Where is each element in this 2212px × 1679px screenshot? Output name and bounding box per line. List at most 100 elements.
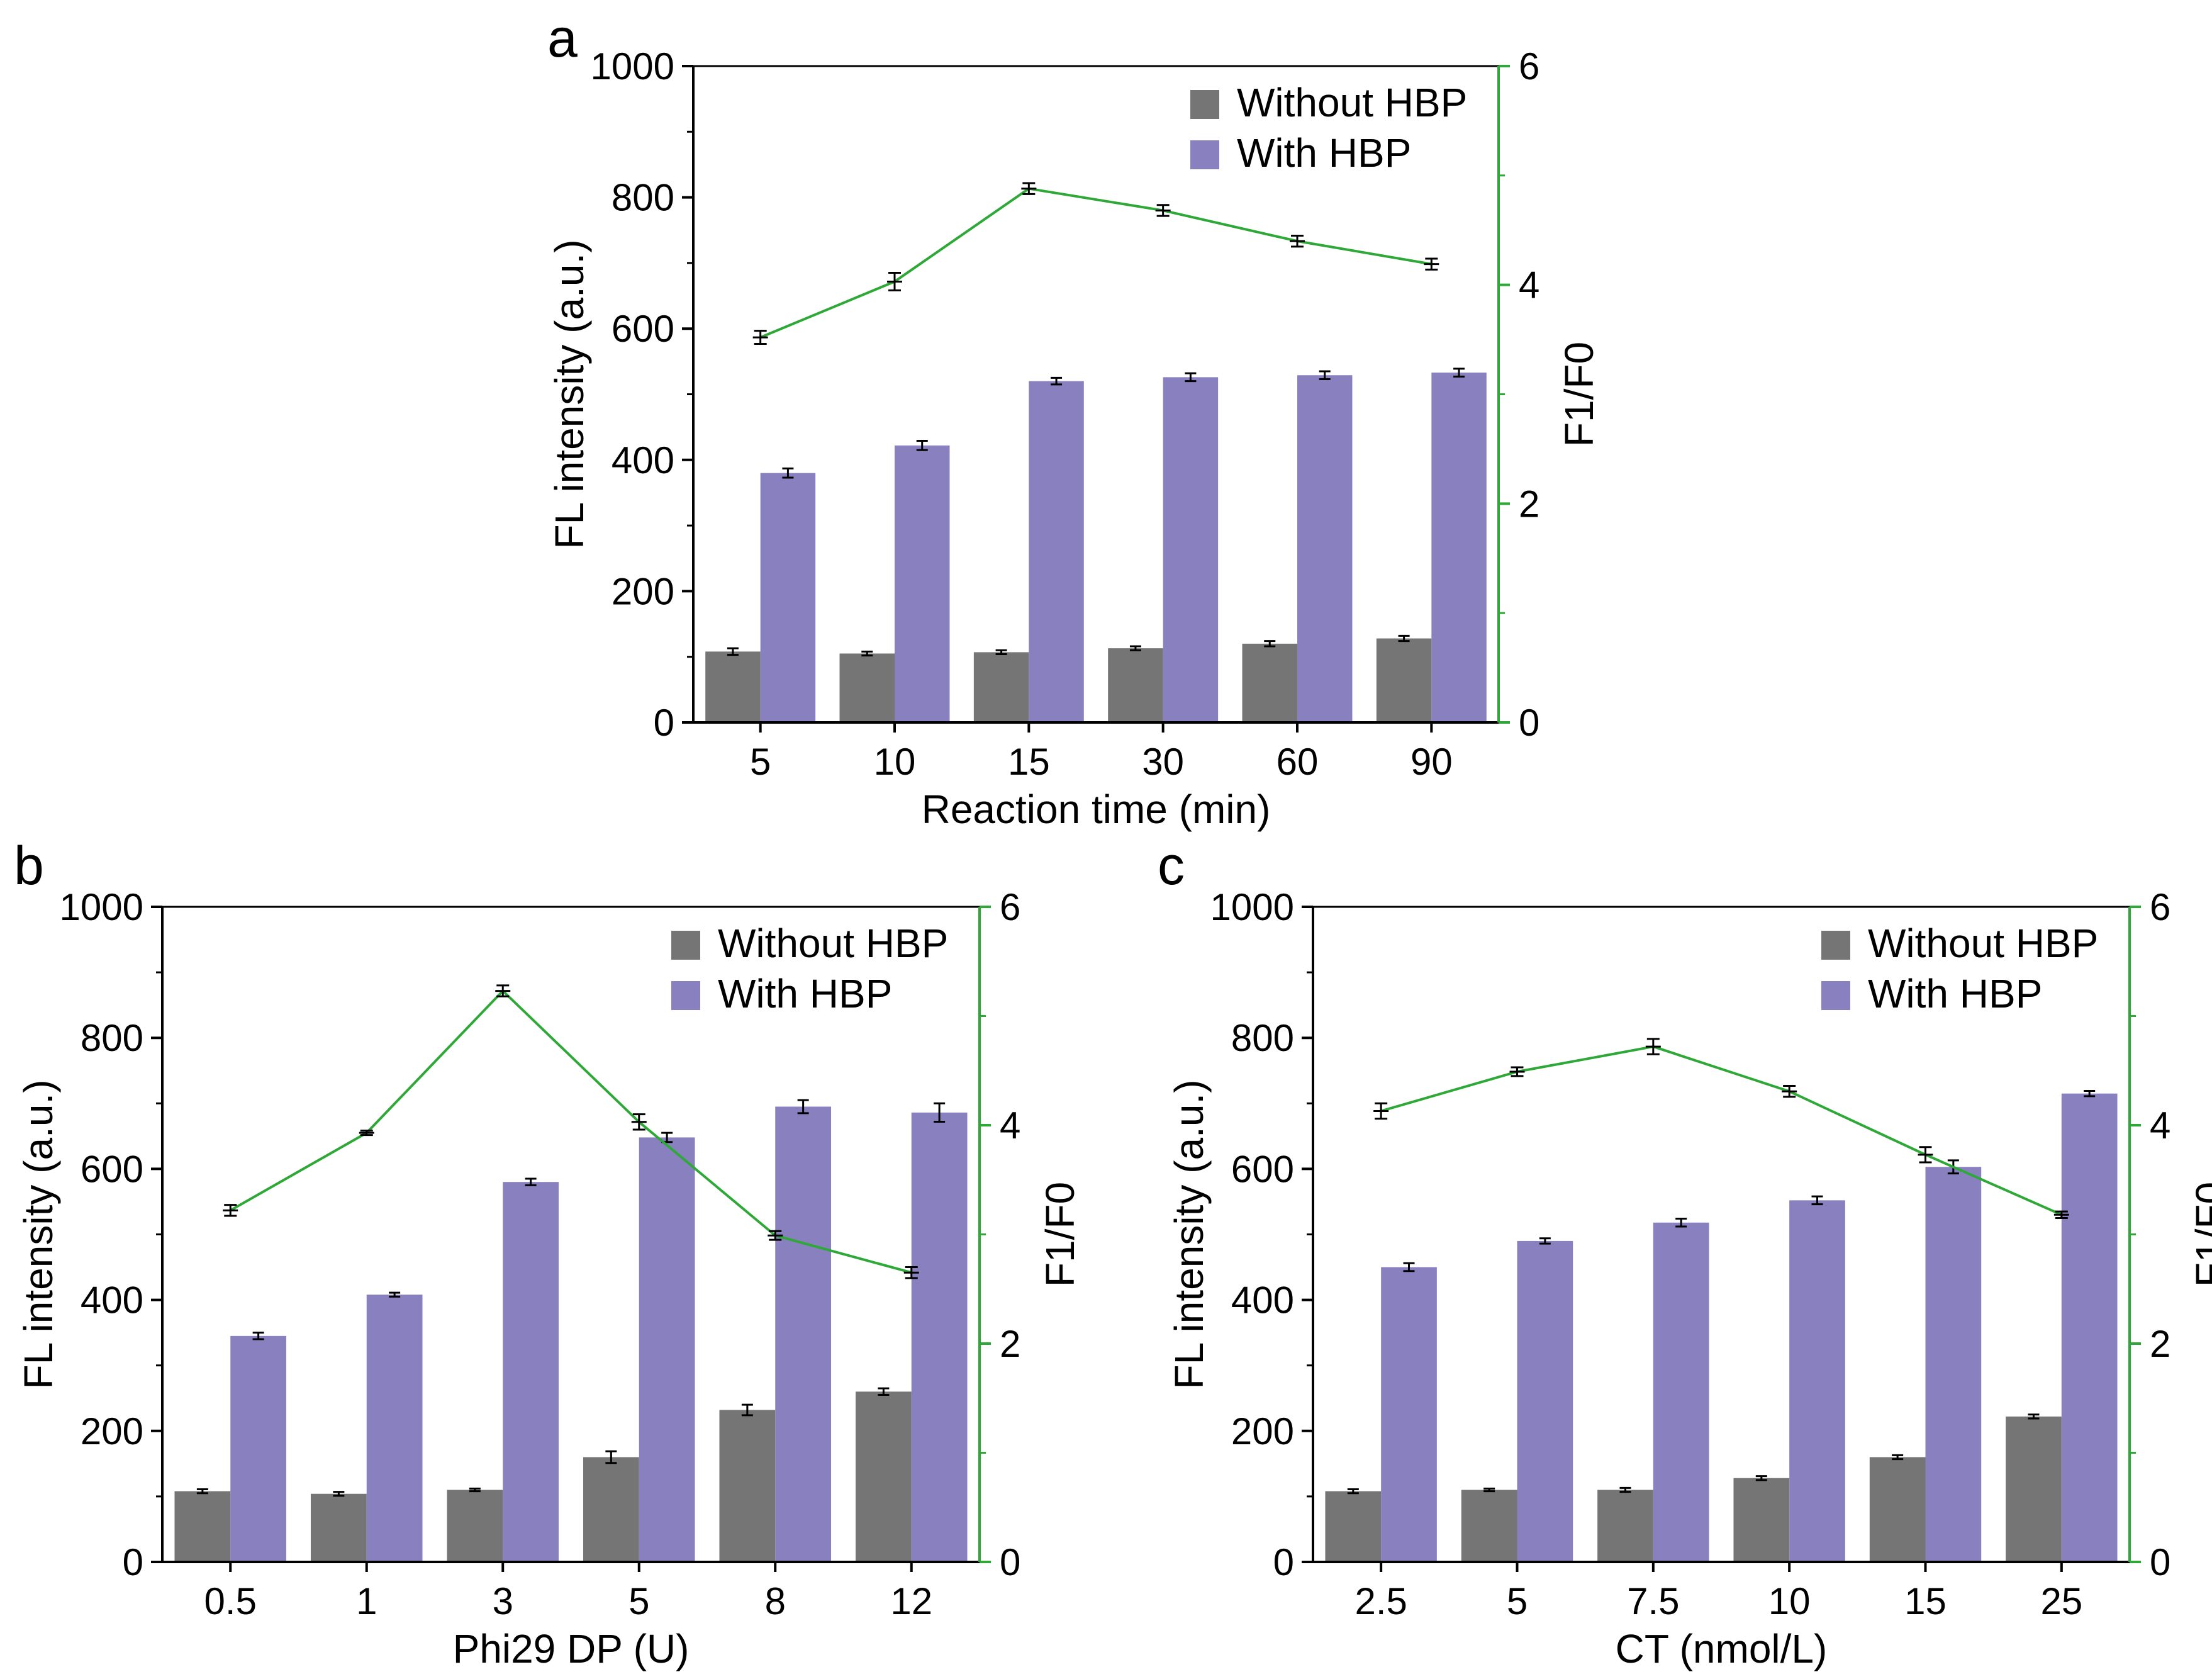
bar-without-hbp — [855, 1391, 912, 1562]
y2-tick-label: 0 — [1000, 1541, 1020, 1583]
bar-with-hbp — [1431, 373, 1487, 722]
y-tick-label: 0 — [1273, 1541, 1294, 1583]
y-axis-title: FL intensity (a.u.) — [16, 1079, 61, 1389]
y2-tick-label: 4 — [1519, 264, 1539, 306]
bar-without-hbp — [447, 1490, 503, 1562]
x-tick-label: 3 — [493, 1580, 513, 1622]
bar-with-hbp — [1381, 1267, 1437, 1562]
bar-without-hbp — [839, 653, 895, 722]
legend-label: Without HBP — [718, 921, 948, 966]
x-tick-label: 1 — [356, 1580, 377, 1622]
y-tick-label: 800 — [612, 177, 674, 219]
y-tick-label: 400 — [1231, 1279, 1294, 1322]
legend-label: Without HBP — [1868, 921, 2098, 966]
bar-with-hbp — [2061, 1093, 2118, 1562]
bar-without-hbp — [1461, 1490, 1517, 1562]
legend-label: With HBP — [1868, 971, 2042, 1016]
y-tick-label: 600 — [1231, 1148, 1294, 1190]
x-tick-label: 60 — [1276, 741, 1319, 783]
bar-with-hbp — [1517, 1240, 1573, 1562]
y2-tick-label: 2 — [1519, 483, 1539, 525]
x-tick-label: 8 — [765, 1580, 786, 1622]
legend-label: With HBP — [718, 971, 892, 1016]
bar-with-hbp — [1789, 1200, 1845, 1562]
bar-without-hbp — [2006, 1416, 2062, 1562]
y2-tick-label: 4 — [2150, 1104, 2170, 1147]
bar-with-hbp — [503, 1182, 559, 1562]
y2-axis-title: F1/F0 — [1037, 1182, 1083, 1287]
bar-with-hbp — [366, 1294, 423, 1562]
bar-with-hbp — [1163, 377, 1219, 722]
legend-swatch-with-hbp — [671, 981, 700, 1010]
x-axis-title: CT (nmol/L) — [1616, 1626, 1828, 1671]
ratio-line — [230, 989, 912, 1274]
x-tick-label: 25 — [2040, 1580, 2082, 1622]
legend-swatch-without-hbp — [671, 931, 700, 960]
x-tick-label: 2.5 — [1355, 1580, 1407, 1622]
x-tick-label: 10 — [874, 741, 916, 783]
bar-without-hbp — [1733, 1478, 1790, 1562]
bar-with-hbp — [1925, 1167, 1982, 1562]
bar-without-hbp — [583, 1457, 639, 1562]
x-tick-label: 15 — [1008, 741, 1050, 783]
bar-without-hbp — [1869, 1457, 1926, 1562]
y2-tick-label: 2 — [2150, 1323, 2170, 1365]
panel-b: b 0 200 400 600 800 1000 0 2 4 6 0.5 1 3 5 8 12 Phi29 DP … — [14, 836, 1083, 1671]
y2-tick-label: 6 — [2150, 886, 2170, 928]
x-tick-label: 0.5 — [204, 1580, 257, 1622]
panel-letter: b — [14, 836, 44, 896]
bar-without-hbp — [310, 1493, 367, 1562]
y-tick-label: 200 — [612, 570, 674, 612]
y2-tick-label: 0 — [2150, 1541, 2170, 1583]
bar-with-hbp — [911, 1112, 968, 1562]
bar-without-hbp — [1108, 648, 1163, 722]
y-axis-title: FL intensity (a.u.) — [1166, 1079, 1212, 1389]
y-tick-label: 800 — [1231, 1017, 1294, 1059]
bar-without-hbp — [719, 1410, 776, 1562]
y-tick-label: 600 — [612, 308, 674, 350]
bar-without-hbp — [1376, 638, 1432, 722]
x-tick-label: 5 — [750, 741, 771, 783]
y2-tick-label: 6 — [1519, 45, 1539, 87]
y-tick-label: 400 — [612, 439, 674, 481]
bar-without-hbp — [1325, 1491, 1382, 1562]
bar-with-hbp — [1029, 381, 1084, 722]
x-tick-label: 15 — [1904, 1580, 1947, 1622]
y-tick-label: 400 — [81, 1279, 143, 1322]
y2-tick-label: 2 — [1000, 1323, 1020, 1365]
bar-with-hbp — [775, 1106, 832, 1562]
x-tick-label: 12 — [890, 1580, 932, 1622]
y-axis-title: FL intensity (a.u.) — [547, 239, 592, 549]
bar-without-hbp — [1597, 1490, 1653, 1562]
legend-swatch-without-hbp — [1821, 931, 1850, 960]
x-tick-label: 90 — [1410, 741, 1453, 783]
bar-without-hbp — [1242, 643, 1297, 722]
legend-swatch-without-hbp — [1190, 90, 1219, 119]
x-tick-label: 10 — [1768, 1580, 1811, 1622]
panel-letter: c — [1158, 836, 1185, 896]
y-tick-label: 1000 — [591, 45, 674, 87]
x-axis-title: Phi29 DP (U) — [453, 1626, 690, 1671]
x-axis-title: Reaction time (min) — [922, 787, 1271, 832]
bar-without-hbp — [705, 651, 761, 722]
y-tick-label: 1000 — [1210, 886, 1294, 928]
bar-without-hbp — [973, 652, 1029, 722]
x-tick-label: 5 — [628, 1580, 649, 1622]
bar-with-hbp — [895, 445, 950, 722]
legend-label: With HBP — [1237, 130, 1411, 176]
y-tick-label: 0 — [123, 1541, 143, 1583]
ratio-line — [759, 187, 1432, 339]
bar-with-hbp — [639, 1137, 695, 1562]
y2-tick-label: 0 — [1519, 702, 1539, 744]
bar-with-hbp — [1297, 375, 1353, 722]
y-tick-label: 200 — [81, 1410, 143, 1452]
bar-with-hbp — [230, 1335, 287, 1562]
legend-swatch-with-hbp — [1190, 140, 1219, 169]
y2-axis-title: F1/F0 — [2187, 1182, 2212, 1287]
bar-without-hbp — [174, 1491, 231, 1562]
legend-label: Without HBP — [1237, 80, 1467, 125]
x-tick-label: 7.5 — [1627, 1580, 1679, 1622]
bar-with-hbp — [760, 473, 816, 722]
panel-c: c 0 200 400 600 800 1000 0 2 4 6 2.5 5 7.5 10 15 25 CT (n… — [1158, 836, 2212, 1671]
